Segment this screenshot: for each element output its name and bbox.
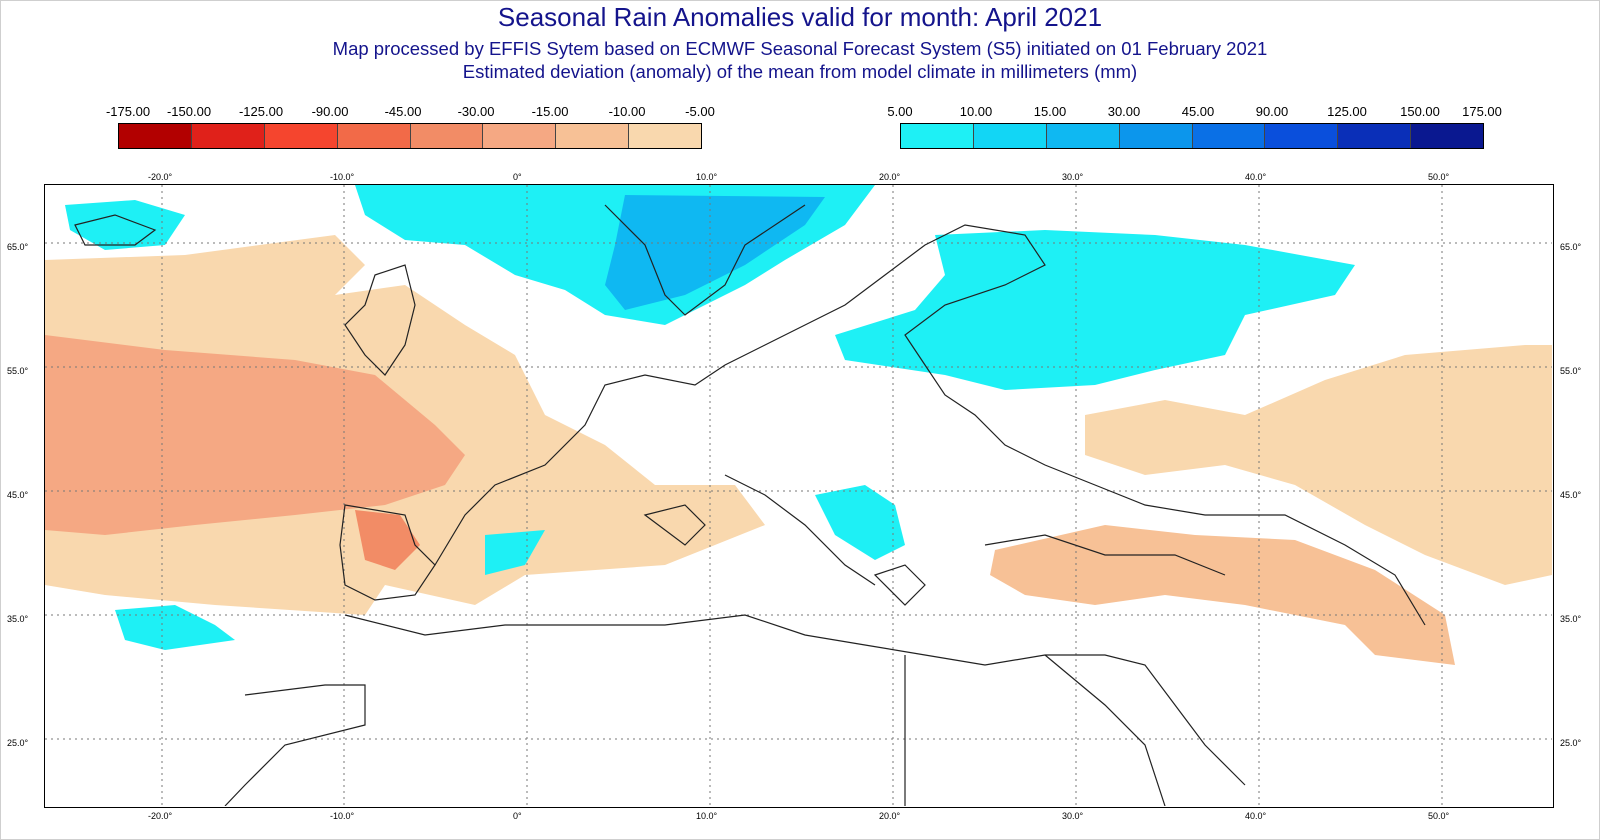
legend-dry-colorbar xyxy=(118,123,702,149)
region-wet-atlantic-north xyxy=(65,200,185,250)
region-wet-balkans xyxy=(815,485,905,560)
legend-wet-swatch xyxy=(901,124,974,148)
legend-dry-swatch xyxy=(556,124,630,148)
lat-tick-left: 35.0° xyxy=(7,614,29,624)
legend-wet-label: 15.00 xyxy=(1033,104,1067,119)
legend-wet-label: 90.00 xyxy=(1255,104,1289,119)
lon-tick-top: 10.0° xyxy=(696,172,718,182)
legend-wet-label: 5.00 xyxy=(887,104,913,119)
legend-wet-label: 45.00 xyxy=(1181,104,1215,119)
lat-tick-left: 45.0° xyxy=(7,490,29,500)
region-wet-atlantic-south xyxy=(115,605,235,650)
map-title: Seasonal Rain Anomalies valid for month:… xyxy=(497,2,1103,32)
lon-tick-top: 20.0° xyxy=(879,172,901,182)
legend-dry-label: -30.00 xyxy=(457,104,495,119)
lon-tick-bottom: -10.0° xyxy=(330,811,355,821)
legend-dry-swatch xyxy=(264,124,338,148)
lat-tick-left: 25.0° xyxy=(7,738,29,748)
lat-tick-right: 25.0° xyxy=(1560,738,1582,748)
legend-wet-swatch xyxy=(1046,124,1120,148)
region-dry-atlantic-core xyxy=(45,335,465,535)
region-wet-tyrrhenian xyxy=(485,530,545,575)
lon-tick-bottom: -20.0° xyxy=(148,811,173,821)
legend-wet-labels: 5.00 10.00 15.00 30.00 45.00 90.00 125.0… xyxy=(870,104,1510,120)
lon-tick-bottom: 10.0° xyxy=(696,811,718,821)
legend-dry-label: -10.00 xyxy=(608,104,646,119)
legend-dry-label: -90.00 xyxy=(311,104,349,119)
lon-tick-top: -10.0° xyxy=(330,172,355,182)
legend-dry-labels: -175.00 -150.00 -125.00 -90.00 -45.00 -3… xyxy=(90,104,730,120)
lat-tick-right: 65.0° xyxy=(1560,242,1582,252)
legend-dry-swatch xyxy=(191,124,265,148)
lon-tick-top: -20.0° xyxy=(148,172,173,182)
legend-wet: 5.00 10.00 15.00 30.00 45.00 90.00 125.0… xyxy=(870,104,1510,150)
map-subtitle-units: Estimated deviation (anomaly) of the mea… xyxy=(462,61,1138,82)
region-wet-baltic xyxy=(835,230,1355,390)
legend-wet-swatch xyxy=(1265,124,1339,148)
lat-tick-left: 65.0° xyxy=(7,242,29,252)
legend-dry-label: -15.00 xyxy=(531,104,569,119)
lon-tick-top: 0° xyxy=(513,172,522,182)
anomaly-map xyxy=(44,184,1554,808)
legend-wet-swatch xyxy=(1119,124,1193,148)
lon-tick-bottom: 40.0° xyxy=(1245,811,1267,821)
legend-wet-label: 10.00 xyxy=(959,104,993,119)
coastlines xyxy=(74,204,1426,807)
legend-dry-label: -150.00 xyxy=(166,104,212,119)
lon-tick-bottom: 20.0° xyxy=(879,811,901,821)
legend-wet-swatch xyxy=(1338,124,1412,148)
legend-wet-swatch xyxy=(1411,124,1483,148)
region-dry-russia xyxy=(1085,345,1552,585)
legend-wet-label: 150.00 xyxy=(1400,104,1440,119)
legend-dry: -175.00 -150.00 -125.00 -90.00 -45.00 -3… xyxy=(90,104,730,150)
lon-tick-bottom: 50.0° xyxy=(1428,811,1450,821)
legend-dry-swatch xyxy=(410,124,484,148)
legend-wet-swatch xyxy=(1192,124,1266,148)
lat-tick-right: 35.0° xyxy=(1560,614,1582,624)
legend-wet-colorbar xyxy=(900,123,1484,149)
lon-tick-top: 30.0° xyxy=(1062,172,1084,182)
region-dry-iberia xyxy=(355,510,420,570)
lon-tick-bottom: 0° xyxy=(513,811,522,821)
legend-wet-label: 30.00 xyxy=(1107,104,1141,119)
anomaly-map-svg xyxy=(45,185,1552,807)
legend-dry-label: -175.00 xyxy=(105,104,151,119)
lon-tick-bottom: 30.0° xyxy=(1062,811,1084,821)
lon-tick-top: 40.0° xyxy=(1245,172,1267,182)
legend-dry-label: -125.00 xyxy=(238,104,284,119)
lon-tick-top: 50.0° xyxy=(1428,172,1450,182)
legend-dry-swatch xyxy=(629,124,701,148)
legend-dry-label: -5.00 xyxy=(685,104,715,119)
legend-wet-label: 125.00 xyxy=(1327,104,1367,119)
map-subtitle-source: Map processed by EFFIS Sytem based on EC… xyxy=(332,38,1268,59)
lat-tick-left: 55.0° xyxy=(7,366,29,376)
legend-dry-swatch xyxy=(119,124,192,148)
legend-wet-swatch xyxy=(973,124,1047,148)
lat-tick-right: 55.0° xyxy=(1560,366,1582,376)
legend-wet-label: 175.00 xyxy=(1462,104,1502,119)
legend-dry-label: -45.00 xyxy=(384,104,422,119)
lat-tick-right: 45.0° xyxy=(1560,490,1582,500)
legend-dry-swatch xyxy=(483,124,557,148)
region-dry-turkey xyxy=(990,525,1455,665)
graticule xyxy=(45,185,1552,806)
legend-dry-swatch xyxy=(337,124,411,148)
